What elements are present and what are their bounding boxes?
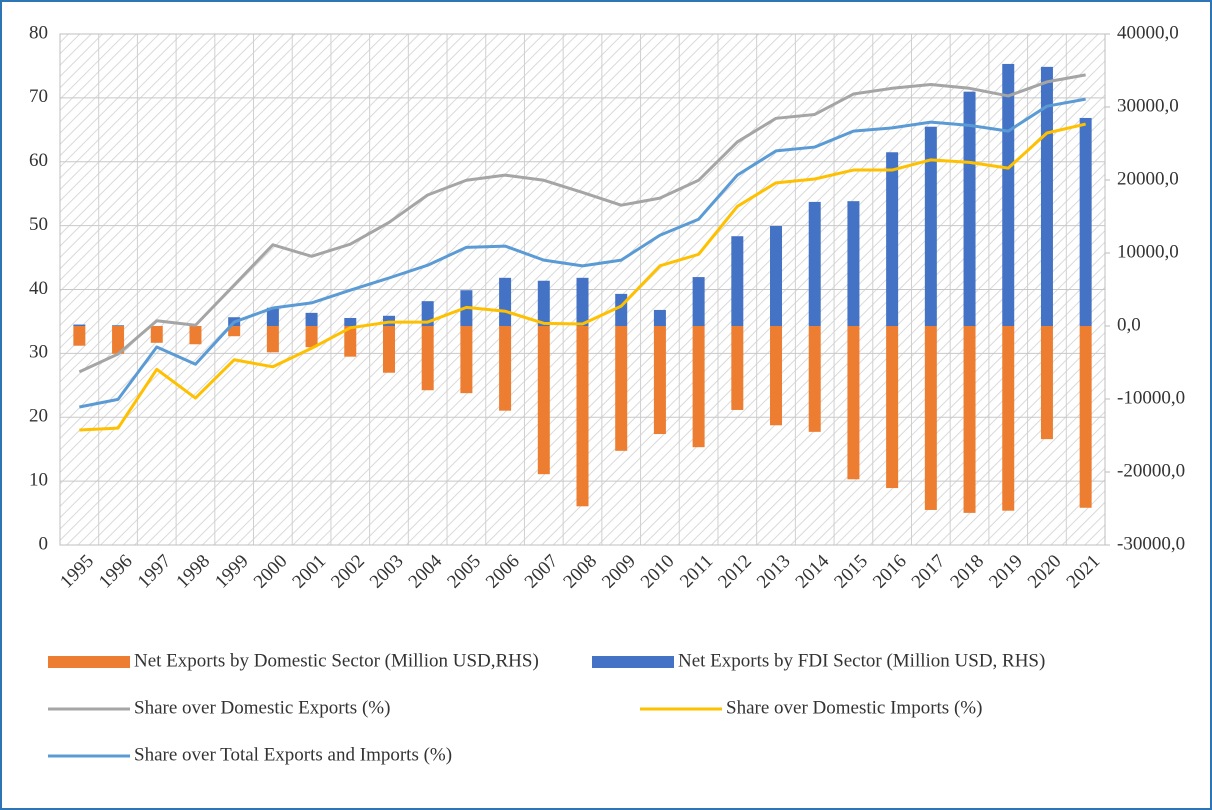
bar [1002, 326, 1015, 511]
bar [1079, 117, 1092, 326]
bar [112, 325, 125, 326]
legend-label: Net Exports by FDI Sector (Million USD, … [678, 650, 1045, 671]
y-tick-label: 40 [29, 278, 48, 299]
bar [266, 326, 279, 353]
y2-tick-label: 0,0 [1117, 314, 1141, 335]
bar [808, 201, 821, 326]
y-tick-label: 70 [29, 86, 48, 107]
y-tick-label: 50 [29, 214, 48, 235]
bar [886, 152, 899, 326]
bar [112, 326, 125, 354]
bar [615, 293, 628, 326]
bar [886, 326, 899, 489]
y2-tick-label: -10000,0 [1117, 387, 1185, 408]
bar [1040, 326, 1053, 440]
y2-tick-label: -30000,0 [1117, 533, 1185, 554]
y-tick-label: 0 [39, 533, 49, 554]
bar [150, 326, 163, 343]
line [78, 73, 1086, 374]
bar [73, 324, 86, 326]
bar [344, 317, 357, 326]
bar [731, 236, 744, 326]
bar [692, 326, 705, 448]
plot-border [59, 33, 1106, 546]
bar [460, 326, 473, 394]
line [79, 97, 1086, 409]
bar [615, 326, 628, 451]
y2-tick-label: 30000,0 [1117, 95, 1179, 116]
bar [537, 280, 550, 326]
bar [266, 307, 279, 326]
bar [1002, 63, 1015, 327]
bar [963, 326, 976, 513]
bar [963, 91, 976, 326]
bar [305, 312, 318, 326]
bar [344, 326, 357, 357]
y2-tick-label: 10000,0 [1117, 241, 1179, 262]
bar [305, 326, 318, 348]
legend-swatch [592, 656, 674, 668]
bar [924, 126, 937, 327]
bar [73, 326, 86, 346]
bar [1079, 326, 1092, 508]
bar [499, 326, 512, 411]
bar [692, 277, 705, 326]
bar [808, 326, 821, 432]
bar [847, 326, 860, 480]
y-tick-label: 10 [29, 469, 48, 490]
bar [537, 326, 550, 475]
legend-label: Share over Domestic Exports (%) [134, 697, 390, 718]
legend-label: Net Exports by Domestic Sector (Million … [134, 650, 539, 671]
y2-tick-label: 40000,0 [1117, 22, 1179, 43]
bar [189, 326, 202, 345]
bar [731, 326, 744, 410]
legend-swatch [48, 656, 130, 668]
bar [576, 326, 589, 507]
y-tick-label: 60 [29, 150, 48, 171]
bar [770, 225, 783, 326]
bar [228, 326, 241, 337]
y2-tick-label: 20000,0 [1117, 168, 1179, 189]
bar [847, 201, 860, 326]
bar [421, 326, 434, 391]
legend-label: Share over Total Exports and Imports (%) [134, 744, 452, 765]
line [79, 122, 1086, 432]
bar [770, 326, 783, 426]
bar [499, 277, 512, 326]
y-tick-label: 80 [29, 22, 48, 43]
bar [653, 326, 666, 435]
bar [924, 326, 937, 510]
y-tick-label: 30 [29, 342, 48, 363]
bar [576, 277, 589, 326]
legend-label: Share over Domestic Imports (%) [726, 697, 982, 718]
bar [653, 309, 666, 326]
y-tick-label: 20 [29, 406, 48, 427]
bar [382, 326, 395, 373]
y2-tick-label: -20000,0 [1117, 460, 1185, 481]
